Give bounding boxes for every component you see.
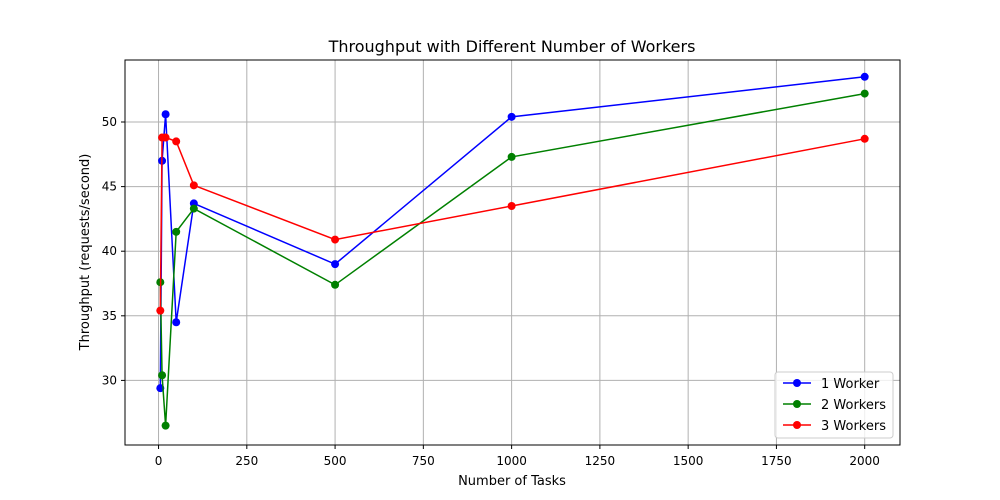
data-point (860, 134, 869, 143)
legend-item: 1 Worker (783, 377, 880, 392)
y-axis-label: Throughput (requests/second) (78, 154, 93, 352)
x-tick-label: 250 (235, 454, 258, 468)
data-point (331, 280, 340, 289)
y-tick-label: 50 (102, 115, 117, 129)
x-tick-label: 1500 (673, 454, 704, 468)
x-tick-label: 500 (324, 454, 347, 468)
data-point (172, 227, 181, 236)
data-point (156, 306, 165, 315)
legend: 1 Worker 2 Workers 3 Workers (774, 371, 894, 439)
data-point (507, 201, 516, 210)
series-line (159, 92, 865, 426)
legend-marker (793, 421, 801, 429)
x-tick-label: 2000 (849, 454, 880, 468)
y-axis: 30 35 40 45 50 (102, 115, 125, 387)
series-layer (156, 72, 869, 430)
data-point (158, 371, 167, 380)
series-line (159, 136, 865, 311)
data-point (189, 181, 198, 190)
data-point (331, 235, 340, 244)
x-axis: 0 250 500 750 1000 1250 1500 1750 2000 (155, 445, 880, 468)
data-point (507, 112, 516, 121)
legend-marker (793, 379, 801, 387)
data-point (860, 89, 869, 98)
series-line (159, 76, 865, 389)
x-tick-label: 1750 (761, 454, 792, 468)
x-tick-label: 750 (412, 454, 435, 468)
x-tick-label: 0 (155, 454, 163, 468)
data-point (161, 133, 170, 142)
legend-label: 2 Workers (821, 398, 886, 413)
data-point (161, 110, 170, 119)
data-point (172, 137, 181, 146)
data-point (172, 318, 181, 327)
legend-item: 3 Workers (783, 419, 886, 434)
data-point (189, 204, 198, 213)
y-tick-label: 30 (102, 373, 117, 387)
y-tick-label: 40 (102, 244, 117, 258)
series (156, 89, 869, 430)
data-point (331, 260, 340, 269)
y-tick-label: 35 (102, 309, 117, 323)
legend-item: 2 Workers (783, 398, 886, 413)
legend-label: 3 Workers (821, 419, 886, 434)
x-tick-label: 1250 (585, 454, 616, 468)
data-point (161, 421, 170, 430)
x-axis-label: Number of Tasks (458, 474, 566, 489)
plot-frame (124, 59, 901, 446)
x-tick-label: 1000 (496, 454, 527, 468)
series (156, 72, 869, 393)
y-tick-label: 45 (102, 180, 117, 194)
data-point (507, 152, 516, 161)
grid (125, 60, 900, 445)
chart-title: Throughput with Different Number of Work… (328, 37, 696, 56)
legend-marker (793, 400, 801, 408)
legend-box (774, 371, 894, 439)
legend-label: 1 Worker (821, 377, 880, 392)
data-point (860, 72, 869, 81)
series (156, 133, 869, 315)
